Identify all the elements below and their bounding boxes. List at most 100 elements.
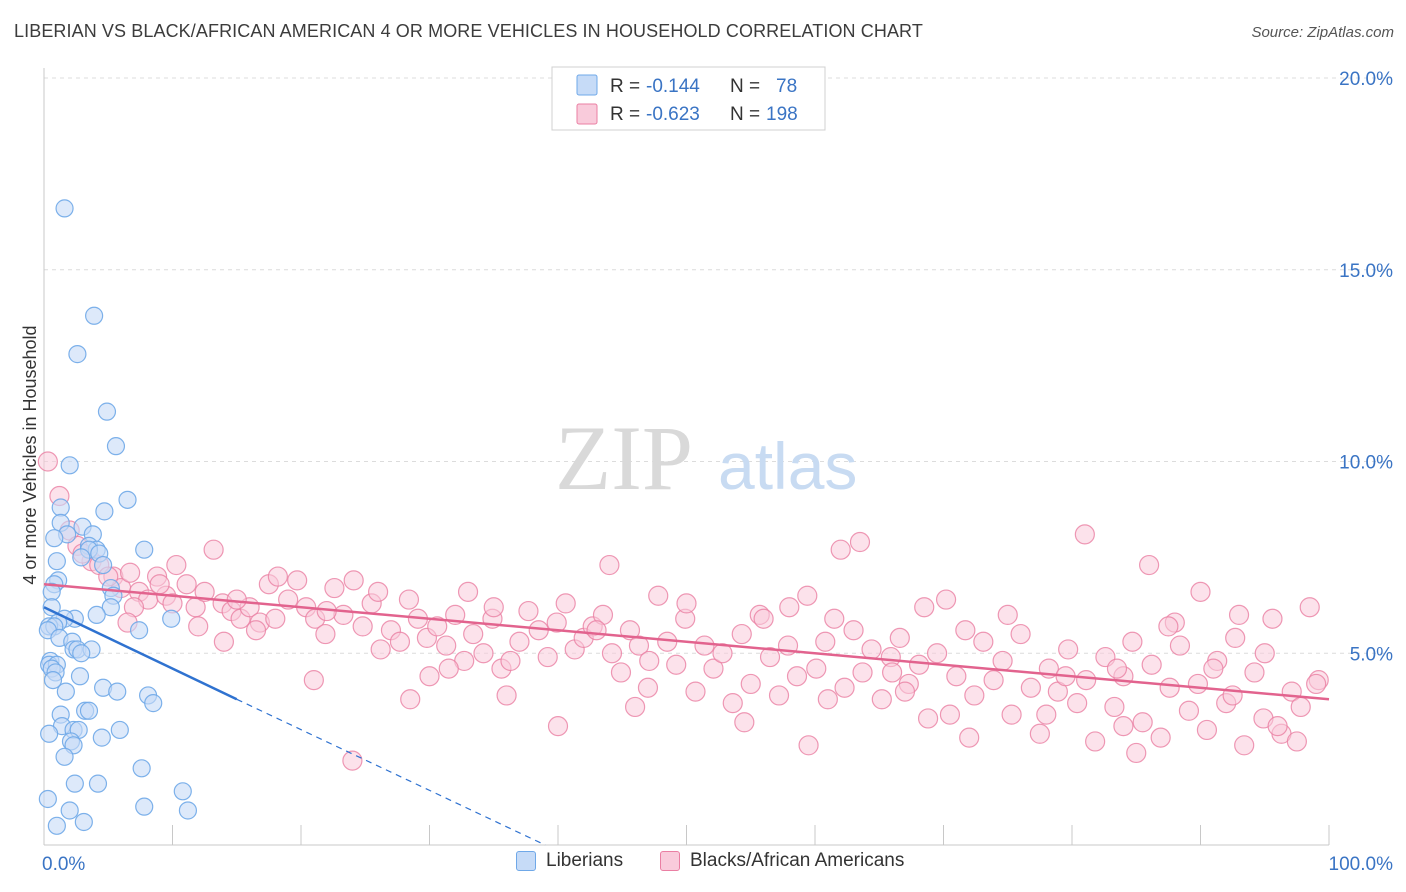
data-point (983, 669, 1004, 691)
data-point (176, 574, 197, 595)
data-point (555, 593, 576, 614)
data-point (1001, 704, 1022, 725)
data-point (628, 635, 650, 656)
data-point (55, 199, 74, 218)
data-point (97, 402, 117, 421)
data-point (703, 658, 724, 679)
legend-n-label: N = (730, 104, 760, 125)
data-point (1196, 719, 1218, 741)
data-point (101, 598, 120, 617)
data-point (935, 589, 957, 610)
data-point (135, 797, 154, 816)
data-point (70, 667, 90, 686)
data-point (798, 735, 819, 756)
data-point (473, 643, 494, 664)
data-point (40, 724, 59, 743)
data-point (1158, 616, 1179, 637)
data-point (463, 623, 484, 645)
data-point (843, 620, 864, 641)
data-point (547, 716, 569, 737)
legend-r-label: R = (610, 76, 640, 97)
data-point (1267, 716, 1288, 737)
data-point (43, 670, 63, 690)
data-point (830, 539, 851, 560)
data-point (753, 608, 774, 629)
tick-labels: 5.0% 10.0% 15.0% 20.0% 0.0% 100.0% (42, 69, 1393, 875)
data-point (1244, 662, 1265, 683)
data-point (639, 650, 660, 672)
data-point (1126, 742, 1147, 764)
legend-r-label: R = (610, 104, 640, 125)
data-point (37, 451, 58, 472)
data-point (1222, 685, 1243, 706)
legend-item-blacks: Blacks/African Americans (660, 850, 904, 872)
data-point (278, 589, 299, 610)
data-point (1286, 731, 1307, 752)
watermark: ZIP atlas (555, 407, 857, 509)
data-point (74, 812, 93, 832)
legend-label-blacks: Blacks/African Americans (690, 850, 905, 871)
data-point (119, 562, 141, 583)
data-point (997, 604, 1018, 626)
data-point (817, 689, 838, 710)
data-point (436, 635, 457, 656)
data-point (914, 597, 935, 618)
data-point (389, 631, 411, 652)
data-point (106, 437, 126, 456)
data-point (610, 662, 632, 683)
data-point (676, 593, 697, 614)
legend-r-value: -0.144 (646, 76, 700, 97)
y-tick-label: 5.0% (1350, 644, 1393, 665)
data-point (65, 774, 84, 793)
data-point (1104, 696, 1125, 718)
data-point (1178, 700, 1200, 721)
data-point (908, 654, 930, 675)
data-point (1169, 635, 1191, 656)
data-point (51, 498, 70, 517)
data-point (438, 658, 459, 679)
legend-swatch-liberians (576, 74, 598, 96)
data-point (964, 685, 985, 706)
data-point (85, 306, 104, 325)
data-point (1036, 704, 1057, 725)
data-point (42, 598, 61, 617)
data-point (1190, 581, 1211, 602)
data-point (599, 554, 620, 576)
data-point (110, 720, 129, 740)
data-point (352, 616, 373, 637)
data-point (333, 604, 354, 626)
data-point (1122, 631, 1143, 652)
data-point (797, 585, 818, 606)
data-point (889, 627, 910, 649)
y-tick-label: 15.0% (1339, 261, 1393, 282)
data-point (135, 540, 154, 559)
data-point (343, 570, 364, 591)
trend-line-blacks (43, 582, 1330, 701)
trend-line-liberians-extension (236, 698, 546, 846)
data-point (666, 654, 687, 675)
data-point (94, 555, 113, 575)
data-point (537, 646, 558, 668)
data-point (1067, 693, 1088, 714)
data-point (500, 650, 521, 672)
data-point (265, 608, 286, 629)
data-point (398, 589, 420, 610)
y-axis-label: 4 or more Vehicles in Household (20, 325, 40, 584)
series-liberians (38, 199, 198, 835)
data-point (685, 681, 706, 702)
data-point (601, 643, 623, 664)
legend-item-liberians: Liberians (516, 850, 623, 872)
data-point (786, 666, 808, 687)
data-point (518, 600, 539, 622)
data-point (129, 621, 149, 640)
data-point (55, 747, 74, 766)
data-point (173, 782, 192, 801)
data-point (118, 490, 137, 509)
legend-swatch-blacks (576, 103, 598, 125)
data-point (1234, 735, 1255, 756)
data-point (79, 701, 99, 720)
data-point (400, 689, 421, 710)
data-point (973, 631, 994, 652)
data-point (849, 531, 871, 553)
trend-lines (43, 582, 1330, 846)
